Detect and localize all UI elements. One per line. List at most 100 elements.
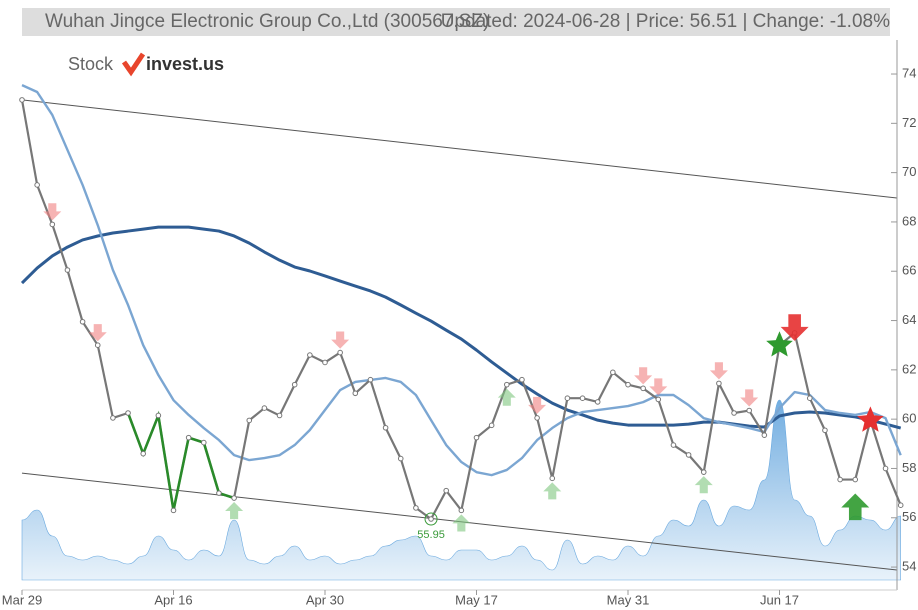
signal-sell bbox=[649, 378, 668, 396]
signal-strong-buy bbox=[841, 493, 870, 521]
signal-sell bbox=[43, 203, 62, 221]
trend-line bbox=[21, 99, 898, 199]
price-point bbox=[231, 495, 237, 501]
signal-buy bbox=[497, 388, 516, 406]
y-tick-label: 62 bbox=[902, 361, 916, 376]
price-point bbox=[201, 439, 207, 446]
price-point bbox=[428, 516, 434, 522]
price-point bbox=[640, 385, 646, 392]
price-point bbox=[670, 442, 677, 448]
signal-buy-star bbox=[766, 331, 793, 357]
highlight-line bbox=[126, 410, 235, 511]
x-tick-label: Mar 29 bbox=[2, 592, 42, 607]
price-point bbox=[110, 415, 116, 421]
price-point bbox=[685, 452, 692, 458]
signal-sell bbox=[331, 331, 350, 349]
price-point bbox=[413, 505, 419, 511]
signal-buy bbox=[452, 514, 471, 532]
y-tick-label: 68 bbox=[902, 213, 916, 228]
price-point bbox=[19, 97, 25, 103]
x-tick-label: Apr 30 bbox=[306, 592, 344, 607]
price-point bbox=[655, 396, 662, 403]
price-point bbox=[140, 450, 146, 457]
signal-sell bbox=[740, 389, 759, 407]
logo-icon bbox=[121, 52, 146, 77]
price-point bbox=[170, 507, 177, 514]
y-tick-label: 72 bbox=[902, 115, 916, 130]
price-point bbox=[34, 182, 40, 188]
y-tick-label: 56 bbox=[902, 509, 916, 524]
price-point bbox=[700, 469, 707, 475]
price-point bbox=[594, 399, 601, 405]
low-marker bbox=[424, 512, 438, 526]
price-point bbox=[64, 267, 71, 273]
y-tick-label: 70 bbox=[902, 164, 916, 179]
y-tick-label: 54 bbox=[902, 559, 916, 574]
price-point bbox=[94, 342, 101, 348]
price-point bbox=[382, 424, 389, 431]
price-point bbox=[79, 318, 86, 325]
price-line bbox=[20, 99, 902, 521]
price-point bbox=[882, 465, 889, 472]
logo-text: invest.us bbox=[146, 54, 224, 74]
price-point bbox=[291, 381, 298, 388]
y-tick-label: 64 bbox=[902, 312, 916, 327]
chart-title: Wuhan Jingce Electronic Group Co.,Ltd (3… bbox=[45, 11, 489, 32]
logo-text: Stock bbox=[68, 54, 114, 74]
price-point bbox=[155, 412, 162, 419]
price-point bbox=[807, 395, 813, 402]
x-tick-label: Apr 16 bbox=[154, 592, 192, 607]
price-point bbox=[746, 407, 753, 414]
price-point bbox=[367, 376, 374, 383]
price-point bbox=[731, 410, 737, 416]
price-point bbox=[49, 221, 56, 228]
price-point bbox=[579, 395, 586, 402]
signal-sell-star bbox=[857, 406, 884, 432]
price-point bbox=[246, 417, 253, 424]
signal-buy bbox=[225, 502, 244, 520]
price-point bbox=[322, 359, 328, 366]
price-point bbox=[549, 475, 556, 482]
price-point bbox=[897, 502, 904, 508]
price-point bbox=[564, 395, 571, 402]
price-point bbox=[443, 487, 450, 494]
price-point bbox=[125, 410, 131, 416]
price-point bbox=[716, 380, 722, 387]
signal-sell bbox=[88, 324, 107, 342]
price-point bbox=[261, 405, 268, 411]
price-point bbox=[352, 390, 359, 397]
price-point bbox=[519, 376, 525, 383]
low-label: 55.95 bbox=[417, 529, 445, 541]
volume-area bbox=[21, 399, 901, 581]
price-point bbox=[458, 507, 465, 514]
price-point bbox=[337, 349, 343, 356]
logo: Stock invest.us bbox=[68, 52, 224, 77]
signal-buy bbox=[543, 482, 562, 500]
price-point bbox=[185, 434, 192, 441]
y-tick-label: 60 bbox=[902, 411, 916, 426]
y-tick-label: 74 bbox=[902, 65, 916, 80]
x-tick-label: May 17 bbox=[455, 592, 498, 607]
price-point bbox=[534, 415, 540, 421]
price-point bbox=[473, 434, 480, 441]
moving-average bbox=[21, 84, 902, 477]
price-point bbox=[625, 381, 631, 388]
price-point bbox=[852, 476, 859, 483]
price-point bbox=[216, 490, 222, 496]
price-point bbox=[397, 455, 404, 462]
price-point bbox=[488, 422, 495, 429]
price-point bbox=[504, 381, 510, 388]
y-tick-label: 58 bbox=[902, 460, 916, 475]
price-point bbox=[276, 412, 283, 419]
title-bar bbox=[22, 8, 890, 36]
chart-subtitle: Updated: 2024-06-28 | Price: 56.51 | Cha… bbox=[441, 11, 890, 32]
x-tick-label: May 31 bbox=[607, 592, 650, 607]
y-tick-label: 66 bbox=[902, 263, 916, 278]
price-point bbox=[610, 369, 616, 376]
moving-average bbox=[20, 225, 902, 430]
x-tick-label: Jun 17 bbox=[760, 592, 799, 607]
signal-sell bbox=[634, 367, 653, 385]
signal-sell bbox=[528, 396, 547, 414]
price-point bbox=[761, 432, 768, 438]
